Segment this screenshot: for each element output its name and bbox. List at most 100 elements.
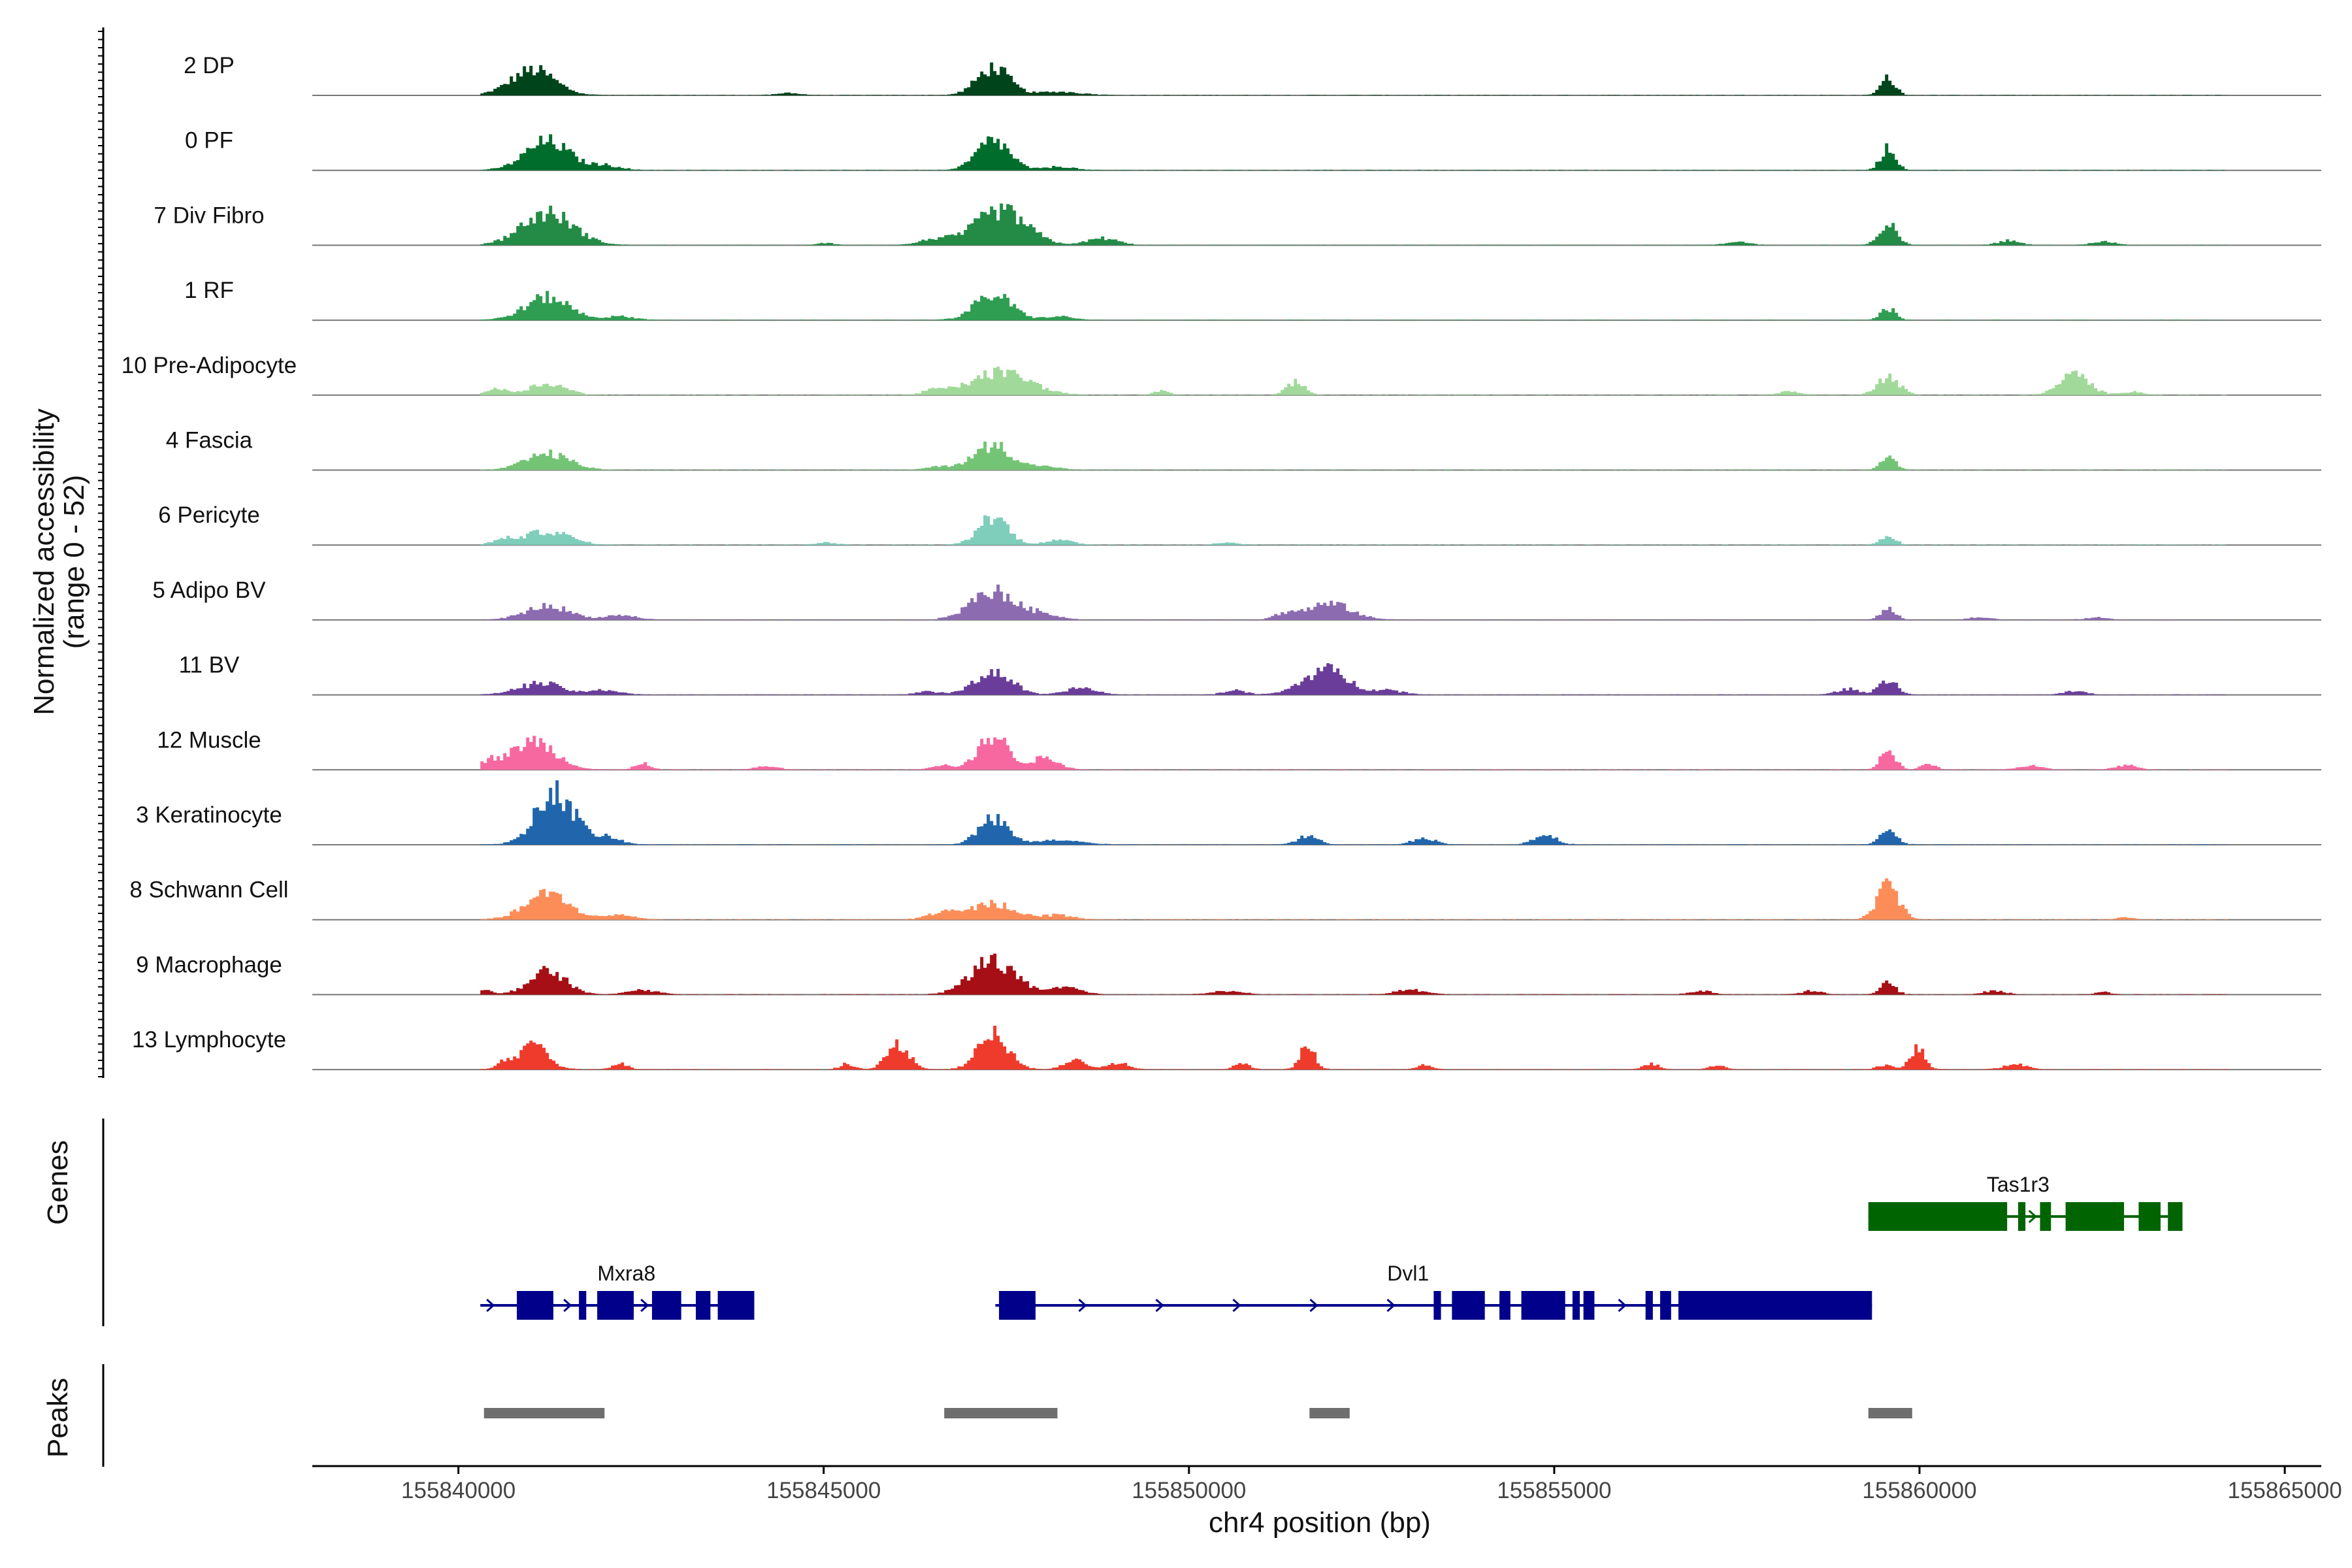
peak-region <box>944 1408 1058 1418</box>
y-axis <box>98 27 105 1078</box>
coverage-area <box>312 663 2229 695</box>
genes-panel-title: Genes <box>42 1140 74 1225</box>
peak-region <box>1868 1408 1912 1418</box>
x-axis-title: chr4 position (bp) <box>1209 1507 1431 1539</box>
gene-exon <box>1645 1291 1653 1320</box>
gene-label: Tas1r3 <box>1987 1173 2050 1196</box>
coverage-area <box>312 62 2229 95</box>
coverage-area <box>312 134 2229 171</box>
x-tick-label: 155840000 <box>401 1478 515 1503</box>
gene-exon <box>1499 1291 1511 1320</box>
track-label: 13 Lymphocyte <box>132 1027 286 1053</box>
track-8-schwann-cell: 8 Schwann Cell <box>129 877 2321 921</box>
gene-dvl1: Dvl1 <box>995 1262 1872 1320</box>
gene-label: Mxra8 <box>597 1262 655 1285</box>
gene-exon <box>2040 1202 2051 1231</box>
gene-exon <box>1678 1291 1872 1320</box>
gene-exon <box>696 1291 711 1320</box>
track-label: 11 BV <box>179 653 240 678</box>
x-tick-label: 155850000 <box>1132 1478 1246 1503</box>
gene-exon <box>2138 1202 2161 1231</box>
track-11-bv: 11 BV <box>179 653 2321 696</box>
y-axis-title: Normalized accessibility <box>28 408 60 715</box>
gene-exon <box>999 1291 1036 1320</box>
strand-arrow-icon <box>486 1298 495 1313</box>
track-12-muscle: 12 Muscle <box>157 727 2321 771</box>
coverage-area <box>312 953 2229 995</box>
gene-exon <box>1521 1291 1565 1320</box>
coverage-tracks: 2 DP 0 PF 7 Div Fibro 1 RF 10 Pre-Adipocyte 4… <box>122 53 2321 1071</box>
x-tick-label: 155860000 <box>1862 1478 1976 1503</box>
gene-exon <box>2065 1202 2125 1231</box>
track-label: 0 PF <box>185 128 233 154</box>
gene-exon <box>597 1291 634 1320</box>
track-label: 8 Schwann Cell <box>129 877 288 903</box>
coverage-area <box>312 584 2229 620</box>
track-9-macrophage: 9 Macrophage <box>136 952 2321 996</box>
peaks-panel-title: Peaks <box>42 1378 74 1458</box>
gene-exon <box>1660 1291 1671 1320</box>
gene-exon <box>2017 1202 2026 1231</box>
strand-arrow-icon <box>1309 1298 1318 1313</box>
track-label: 2 DP <box>184 53 235 78</box>
strand-arrow-icon <box>640 1298 649 1313</box>
gene-exon <box>579 1291 587 1320</box>
gene-label: Dvl1 <box>1387 1262 1429 1285</box>
gene-exon <box>2168 1202 2183 1231</box>
track-label: 7 Div Fibro <box>154 203 264 228</box>
gene-exon <box>1572 1291 1580 1320</box>
track-10-pre-adipocyte: 10 Pre-Adipocyte <box>122 353 2321 396</box>
track-6-pericyte: 6 Pericyte <box>158 502 2321 546</box>
y-axis-range: (range 0 - 52) <box>58 475 90 649</box>
coverage-area <box>312 736 2229 770</box>
gene-exon <box>717 1291 755 1320</box>
peaks-panel <box>102 1364 1912 1467</box>
coverage-area <box>312 780 2229 845</box>
track-label: 4 Fascia <box>166 428 253 453</box>
peak-region <box>1309 1408 1350 1418</box>
track-3-keratinocyte: 3 Keratinocyte <box>136 780 2321 845</box>
track-1-rf: 1 RF <box>184 278 2321 321</box>
gene-exon <box>651 1291 681 1320</box>
track-13-lymphocyte: 13 Lymphocyte <box>132 1026 2321 1071</box>
strand-arrow-icon <box>1155 1298 1164 1313</box>
track-label: 9 Macrophage <box>136 952 282 977</box>
peak-region <box>483 1408 605 1418</box>
track-4-fascia: 4 Fascia <box>166 428 2321 471</box>
strand-arrow-icon <box>1386 1298 1396 1313</box>
genes-panel: Tas1r3 Mxra8 Dvl1 <box>102 1119 2183 1326</box>
gene-exon <box>1583 1291 1595 1320</box>
strand-arrow-icon <box>563 1298 572 1313</box>
track-label: 12 Muscle <box>157 727 261 753</box>
coverage-area <box>312 441 2229 470</box>
track-label: 6 Pericyte <box>158 502 260 528</box>
track-label: 1 RF <box>184 278 234 303</box>
gene-exon <box>1868 1202 2008 1231</box>
gene-mxra8: Mxra8 <box>480 1262 755 1320</box>
gene-tas1r3: Tas1r3 <box>1868 1173 2183 1231</box>
strand-arrow-icon <box>1232 1298 1241 1313</box>
coverage-area <box>312 878 2229 920</box>
track-2-dp: 2 DP <box>184 53 2321 96</box>
track-label: 3 Keratinocyte <box>136 802 282 828</box>
coverage-area <box>312 203 2229 246</box>
x-tick-label: 155855000 <box>1497 1478 1611 1503</box>
gene-exon <box>1433 1291 1441 1320</box>
track-label: 10 Pre-Adipocyte <box>122 353 297 378</box>
strand-arrow-icon <box>1618 1298 1627 1313</box>
coverage-area <box>312 367 2229 395</box>
gene-exon <box>1452 1291 1485 1320</box>
gene-exon <box>517 1291 553 1320</box>
strand-arrow-icon <box>1078 1298 1087 1313</box>
track-5-adipo-bv: 5 Adipo BV <box>152 578 2321 621</box>
coverage-area <box>312 291 2229 321</box>
x-axis: 155840000 155845000 155850000 155855000 1558… <box>312 1465 2342 1503</box>
strand-arrow-icon <box>2028 1209 2037 1224</box>
track-label: 5 Adipo BV <box>152 578 266 603</box>
coverage-area <box>312 1026 2229 1070</box>
x-tick-label: 155845000 <box>766 1478 881 1503</box>
coverage-area <box>312 515 2229 546</box>
track-0-pf: 0 PF <box>185 128 2321 171</box>
x-tick-label: 155865000 <box>2227 1478 2342 1503</box>
